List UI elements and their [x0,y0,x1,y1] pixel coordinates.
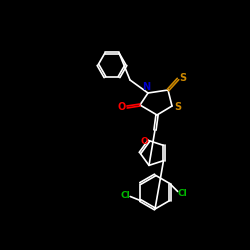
Text: S: S [174,102,182,112]
Text: Cl: Cl [178,189,188,198]
Text: O: O [140,137,148,146]
Text: O: O [118,102,126,112]
Text: N: N [142,82,150,92]
Text: S: S [180,73,186,83]
Text: Cl: Cl [120,191,130,200]
